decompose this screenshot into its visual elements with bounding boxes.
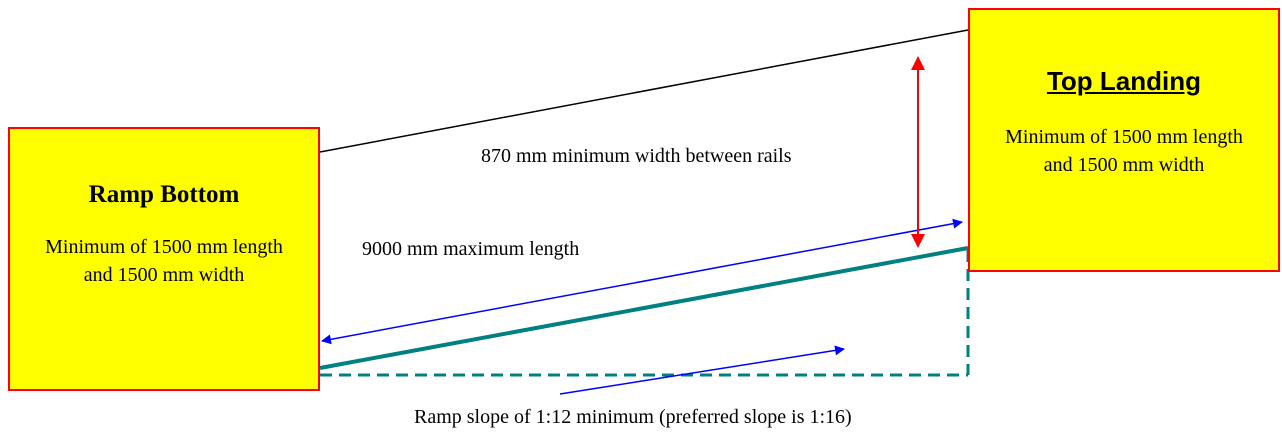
- ramp-surface-line: [319, 246, 969, 370]
- ramp-bottom-description: Minimum of 1500 mm length and 1500 mm wi…: [45, 236, 283, 286]
- top-landing-description: Minimum of 1500 mm length and 1500 mm wi…: [1005, 126, 1243, 176]
- ramp-bottom-title: Ramp Bottom: [88, 181, 240, 208]
- slope-arrow: [559, 345, 845, 395]
- top-landing-title: Top Landing: [1046, 66, 1202, 96]
- top-landing-box: Top Landing Minimum of 1500 mm length an…: [968, 8, 1280, 272]
- top-rail-line: [319, 29, 969, 153]
- ramp-bottom-box: Ramp Bottom Minimum of 1500 mm length an…: [8, 127, 320, 391]
- width-label: 870 mm minimum width between rails: [481, 145, 792, 167]
- length-label: 9000 mm maximum length: [362, 238, 580, 260]
- length-arrow: [321, 218, 963, 345]
- slope-label: Ramp slope of 1:12 minimum (preferred sl…: [414, 406, 852, 428]
